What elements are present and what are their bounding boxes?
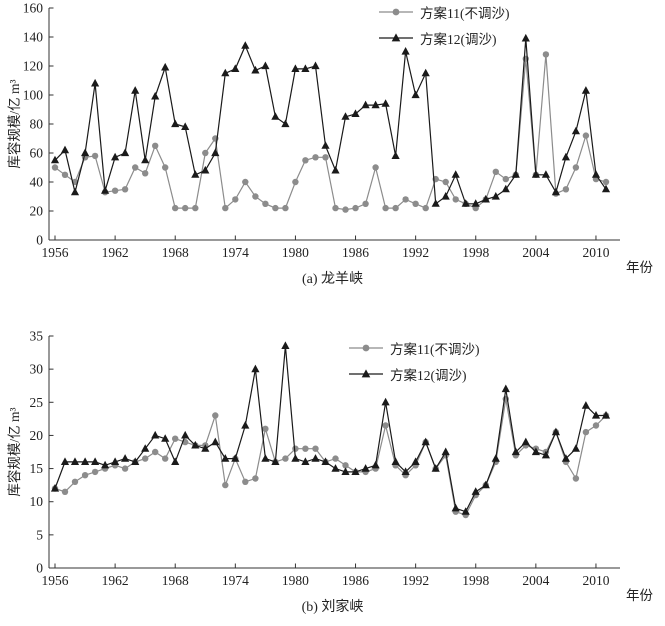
svg-text:1980: 1980 (282, 245, 309, 260)
chart-a-canvas: 0 20 40 60 80 100 120 140 160 1956 1962 1968 1974 198… (23, 1, 620, 260)
svg-text:20: 20 (30, 428, 44, 443)
legend-label: 方案12(调沙) (420, 32, 497, 47)
legend-label: 方案12(调沙) (390, 368, 467, 383)
svg-text:15: 15 (30, 461, 44, 476)
y-axis-label: 库容规模/亿 m³ (7, 407, 22, 497)
svg-text:0: 0 (36, 561, 43, 576)
chart-b-caption: (b) 刘家峡 (301, 600, 364, 615)
legend-item-scheme11: 方案11(不调沙) (378, 2, 510, 22)
legend-item-scheme12: 方案12(调沙) (378, 28, 510, 48)
svg-text:1986: 1986 (342, 245, 369, 260)
svg-text:1968: 1968 (162, 245, 189, 260)
svg-text:10: 10 (30, 494, 44, 509)
svg-text:1974: 1974 (222, 573, 249, 588)
circle-marker-icon (379, 8, 413, 16)
svg-text:1962: 1962 (102, 573, 129, 588)
svg-text:1968: 1968 (162, 573, 189, 588)
chart-a-caption: (a) 龙羊峡 (301, 272, 364, 287)
triangle-marker-icon (349, 369, 383, 378)
legend-label: 方案11(不调沙) (420, 6, 510, 21)
svg-text:1956: 1956 (42, 573, 69, 588)
svg-text:1986: 1986 (342, 573, 369, 588)
svg-text:35: 35 (30, 329, 44, 344)
chart-liujiaxia: 0 5 10 15 20 25 30 35 1956 1962 1968 1974 1980 1986 19… (0, 298, 665, 626)
svg-text:80: 80 (30, 117, 44, 132)
svg-text:0: 0 (36, 233, 43, 248)
svg-text:20: 20 (30, 204, 44, 219)
svg-text:1962: 1962 (102, 245, 129, 260)
svg-text:160: 160 (23, 1, 44, 16)
circle-marker-icon (349, 344, 383, 352)
legend-label: 方案11(不调沙) (390, 342, 480, 357)
svg-text:60: 60 (30, 146, 44, 161)
legend-item-scheme11: 方案11(不调沙) (348, 338, 480, 358)
svg-text:5: 5 (36, 527, 43, 542)
svg-text:30: 30 (30, 362, 44, 377)
y-axis-label: 库容规模/亿 m³ (7, 79, 22, 169)
svg-text:1974: 1974 (222, 245, 249, 260)
x-axis-label: 年份 (626, 588, 653, 603)
svg-text:1998: 1998 (462, 573, 489, 588)
svg-text:40: 40 (30, 175, 44, 190)
svg-text:120: 120 (23, 59, 44, 74)
legend: 方案11(不调沙) 方案12(调沙) (348, 338, 480, 384)
triangle-marker-icon (379, 33, 413, 42)
svg-text:1956: 1956 (42, 245, 69, 260)
svg-text:2010: 2010 (582, 245, 609, 260)
svg-text:1998: 1998 (462, 245, 489, 260)
svg-text:100: 100 (23, 88, 44, 103)
x-axis-label: 年份 (626, 260, 653, 275)
svg-text:25: 25 (30, 395, 44, 410)
svg-text:2010: 2010 (582, 573, 609, 588)
legend-item-scheme12: 方案12(调沙) (348, 364, 480, 384)
svg-text:1992: 1992 (402, 573, 429, 588)
svg-text:2004: 2004 (522, 245, 549, 260)
legend: 方案11(不调沙) 方案12(调沙) (378, 2, 510, 48)
svg-text:1980: 1980 (282, 573, 309, 588)
chart-longyangxia: 0 20 40 60 80 100 120 140 160 1956 1962 1968 1974 198… (0, 0, 665, 298)
svg-text:1992: 1992 (402, 245, 429, 260)
svg-text:140: 140 (23, 30, 44, 45)
svg-text:2004: 2004 (522, 573, 549, 588)
chart-b-canvas: 0 5 10 15 20 25 30 35 1956 1962 1968 1974 1980 1986 19… (30, 329, 620, 588)
